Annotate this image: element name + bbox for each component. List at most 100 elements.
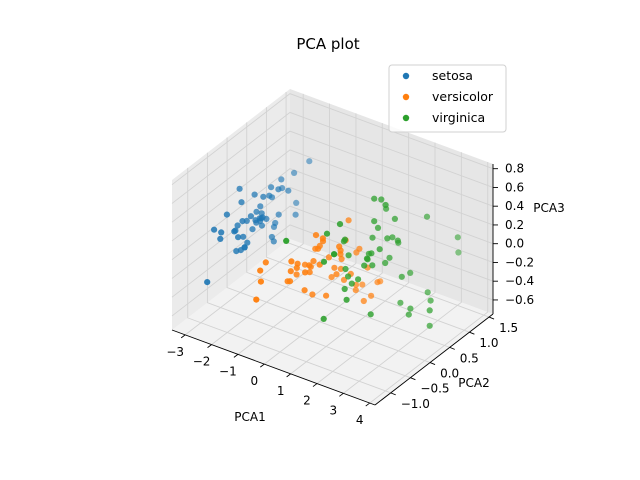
point-versicolor	[352, 287, 359, 294]
point-virginica	[320, 258, 328, 265]
z-tick-label: 0.4	[505, 199, 524, 213]
point-virginica	[374, 224, 382, 231]
chart-title: PCA plot	[296, 35, 359, 53]
grid-lines	[171, 92, 494, 404]
y-tick-label: 0.0	[440, 367, 459, 381]
legend-label-versicolor: versicolor	[432, 89, 494, 104]
legend-marker-versicolor	[402, 93, 410, 101]
y-gridline	[265, 107, 470, 333]
point-versicolor	[293, 271, 300, 278]
point-setosa	[260, 193, 267, 200]
point-virginica	[389, 234, 396, 241]
point-setosa	[268, 184, 275, 191]
point-virginica	[426, 322, 433, 329]
point-versicolor	[319, 235, 326, 242]
point-versicolor	[336, 243, 343, 250]
z-tick-label: −0.6	[505, 293, 534, 307]
point-setosa	[233, 248, 240, 255]
y-tick-label: 1.0	[479, 336, 498, 350]
point-setosa	[236, 185, 243, 192]
point-setosa	[249, 226, 256, 233]
point-setosa	[235, 234, 242, 241]
point-versicolor	[312, 232, 320, 239]
y-tick	[449, 346, 455, 350]
point-virginica	[455, 249, 462, 256]
point-versicolor	[323, 292, 330, 299]
point-virginica	[343, 296, 350, 303]
scatter-points	[204, 158, 462, 329]
point-versicolor	[368, 292, 375, 299]
point-versicolor	[356, 245, 363, 252]
x-tick	[312, 383, 318, 387]
point-versicolor	[331, 264, 338, 271]
point-setosa	[240, 233, 247, 240]
point-virginica	[391, 215, 398, 222]
point-virginica	[345, 273, 352, 280]
z-gridline	[171, 186, 494, 279]
point-versicolor	[325, 254, 332, 261]
point-setosa	[217, 235, 224, 242]
point-virginica	[424, 289, 431, 296]
x-tick-label: 3	[330, 403, 338, 417]
point-setosa	[291, 169, 298, 176]
point-virginica	[367, 311, 374, 318]
point-virginica	[355, 276, 362, 283]
legend-label-setosa: setosa	[432, 68, 473, 83]
point-virginica	[348, 280, 355, 287]
point-virginica	[407, 305, 414, 312]
floor-pane	[172, 239, 493, 405]
point-setosa	[306, 158, 313, 165]
z-gridline	[171, 111, 494, 204]
point-virginica	[405, 311, 412, 318]
point-setosa	[253, 208, 260, 215]
x-tick	[180, 334, 186, 339]
point-versicolor	[359, 281, 366, 288]
point-virginica	[382, 201, 389, 209]
x-gridline	[184, 93, 304, 336]
point-versicolor	[310, 258, 317, 265]
z-axis-label: PCA3	[533, 201, 564, 215]
x-gridline	[290, 132, 410, 375]
point-versicolor	[374, 279, 381, 286]
point-versicolor	[293, 264, 300, 271]
axis-lines	[171, 164, 494, 406]
y-tick	[469, 331, 475, 335]
point-setosa	[278, 176, 285, 183]
point-setosa	[204, 279, 211, 286]
point-setosa	[275, 211, 282, 218]
point-virginica	[283, 237, 290, 244]
x-tick	[207, 344, 212, 348]
point-setosa	[247, 213, 254, 220]
x-gridline	[343, 152, 462, 394]
point-virginica	[323, 230, 331, 237]
axes-panes	[172, 89, 493, 405]
point-versicolor	[333, 271, 340, 278]
point-setosa	[259, 214, 266, 221]
point-virginica	[369, 234, 376, 241]
x-tick-label: −2	[193, 355, 211, 369]
point-setosa	[239, 218, 246, 225]
point-virginica	[341, 285, 348, 293]
point-virginica	[426, 307, 433, 314]
z-gridline	[171, 224, 494, 317]
point-virginica	[364, 256, 371, 263]
x-tick-label: −1	[219, 364, 237, 378]
point-versicolor	[328, 274, 335, 281]
x-tick	[339, 392, 344, 397]
point-versicolor	[314, 245, 322, 252]
x-tick-label: 0	[250, 374, 258, 388]
point-virginica	[394, 237, 401, 244]
point-virginica	[386, 254, 393, 261]
x-gridline	[263, 123, 383, 365]
point-virginica	[398, 273, 405, 280]
x-gridline	[369, 162, 489, 404]
tick-marks	[180, 168, 498, 407]
z-tick-label: 0.6	[505, 180, 524, 194]
point-setosa	[231, 228, 238, 235]
point-versicolor	[337, 265, 344, 272]
point-virginica	[397, 299, 404, 306]
y-gridline	[246, 122, 450, 348]
point-setosa	[218, 229, 225, 236]
point-virginica	[371, 218, 378, 225]
x-tick-label: 2	[303, 394, 311, 408]
